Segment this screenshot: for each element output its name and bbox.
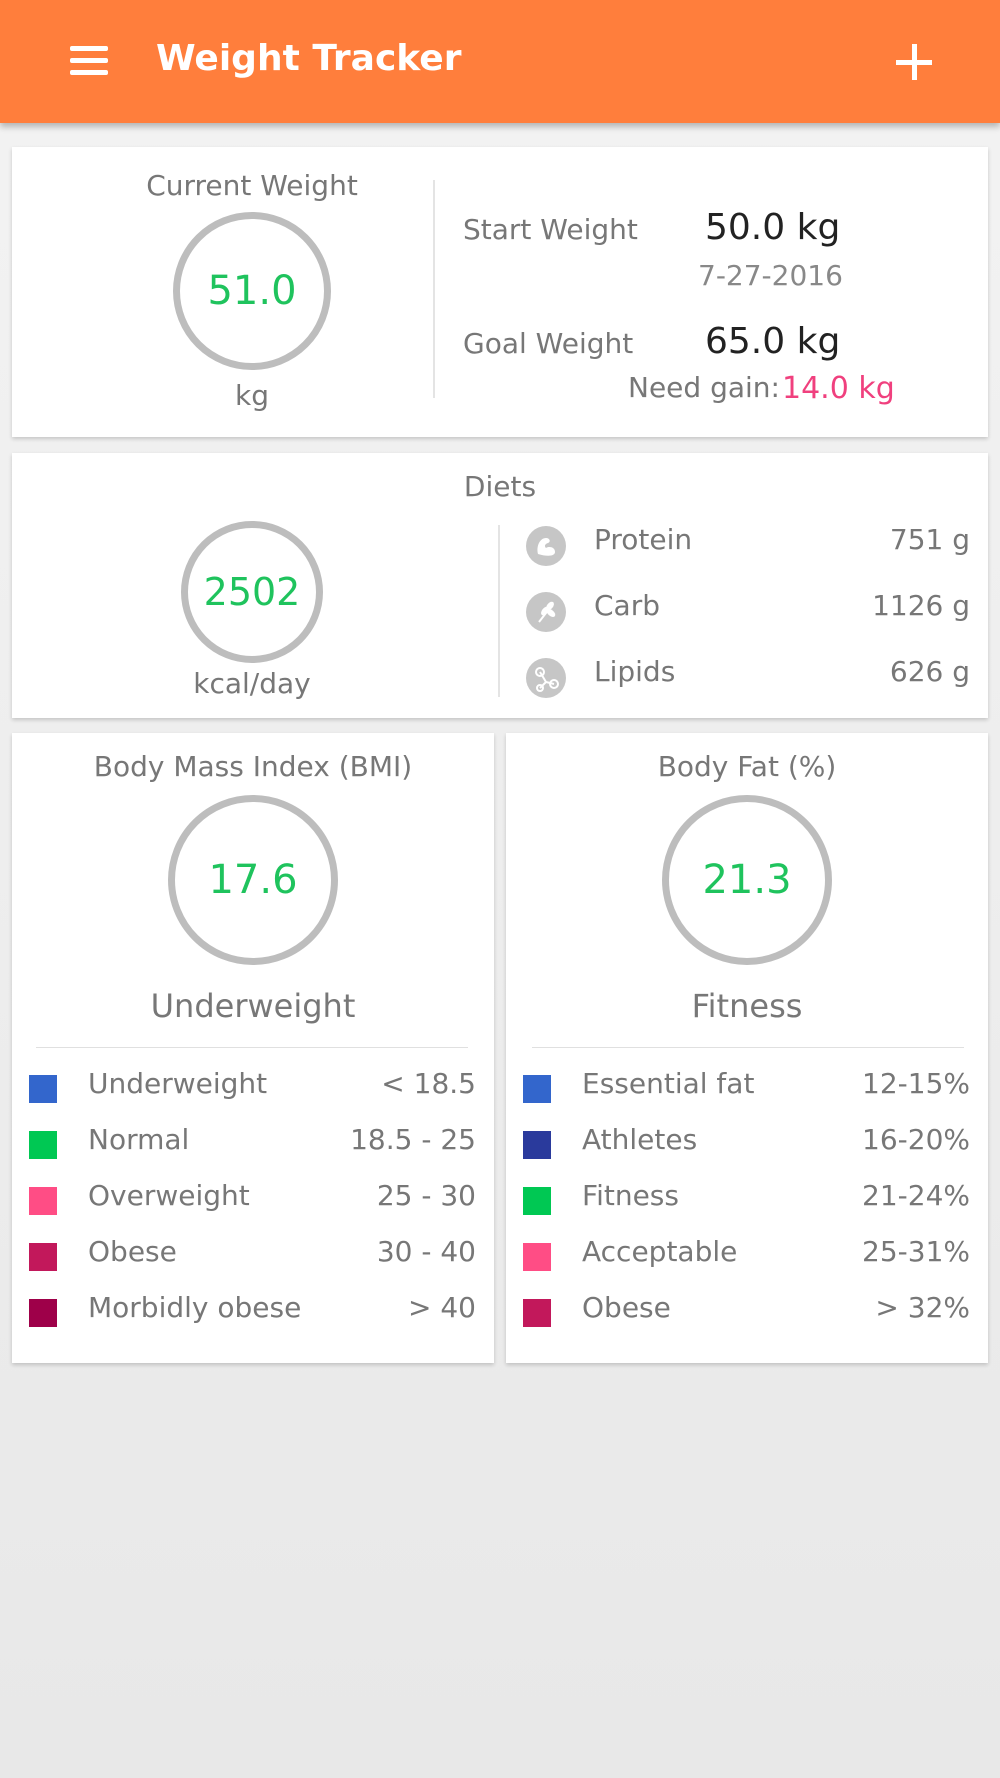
bmi-legend-swatch bbox=[29, 1131, 57, 1159]
protein-label: Protein bbox=[594, 523, 693, 556]
bmi-legend-range: > 40 bbox=[408, 1291, 476, 1324]
hamburger-menu-icon[interactable] bbox=[70, 46, 108, 76]
kcal-ring: 2502 bbox=[181, 521, 323, 663]
bmi-value: 17.6 bbox=[208, 857, 298, 903]
bmi-ring: 17.6 bbox=[168, 795, 338, 965]
body-fat-legend-range: 16-20% bbox=[862, 1123, 970, 1156]
weight-divider bbox=[433, 180, 435, 398]
bmi-legend-label: Normal bbox=[88, 1123, 190, 1156]
start-weight-date: 7-27-2016 bbox=[698, 259, 843, 292]
app-title: Weight Tracker bbox=[156, 38, 462, 79]
body-fat-legend-range: 25-31% bbox=[862, 1235, 970, 1268]
bmi-legend-swatch bbox=[29, 1243, 57, 1271]
diets-title: Diets bbox=[463, 470, 537, 503]
diets-card[interactable]: Diets 2502 kcal/day Protein 751 g Carb 1… bbox=[12, 453, 988, 718]
app-bar: Weight Tracker bbox=[0, 0, 1000, 123]
body-fat-legend-label: Essential fat bbox=[582, 1067, 755, 1100]
kcal-unit: kcal/day bbox=[193, 667, 311, 700]
bmi-legend-range: 30 - 40 bbox=[376, 1235, 476, 1268]
lipids-value: 626 g bbox=[889, 655, 970, 688]
body-fat-legend-label: Athletes bbox=[582, 1123, 698, 1156]
body-fat-legend-swatch bbox=[523, 1075, 551, 1103]
bmi-legend-range: < 18.5 bbox=[381, 1067, 476, 1100]
current-weight-label: Current Weight bbox=[146, 169, 358, 202]
bmi-legend-label: Morbidly obese bbox=[88, 1291, 302, 1324]
current-weight-ring: 51.0 bbox=[173, 212, 331, 370]
goal-weight-value: 65.0 kg bbox=[705, 321, 841, 362]
carb-label: Carb bbox=[594, 589, 660, 622]
body-fat-legend-range: 12-15% bbox=[862, 1067, 970, 1100]
current-weight-unit: kg bbox=[235, 379, 269, 412]
lipids-label: Lipids bbox=[594, 655, 676, 688]
molecule-icon bbox=[526, 658, 566, 698]
bmi-legend-range: 25 - 30 bbox=[376, 1179, 476, 1212]
carb-value: 1126 g bbox=[872, 589, 970, 622]
start-weight-label: Start Weight bbox=[463, 213, 638, 246]
body-fat-legend-swatch bbox=[523, 1131, 551, 1159]
bmi-legend-label: Overweight bbox=[88, 1179, 250, 1212]
body-fat-title: Body Fat (%) bbox=[657, 750, 837, 783]
current-weight-value: 51.0 bbox=[207, 268, 297, 314]
add-entry-button[interactable] bbox=[896, 44, 932, 80]
bmi-divider bbox=[36, 1047, 468, 1048]
body-fat-legend-label: Acceptable bbox=[582, 1235, 738, 1268]
start-weight-value: 50.0 kg bbox=[705, 207, 841, 248]
goal-weight-label: Goal Weight bbox=[463, 327, 634, 360]
bmi-legend-label: Underweight bbox=[88, 1067, 268, 1100]
body-fat-legend-range: 21-24% bbox=[862, 1179, 970, 1212]
body-fat-value: 21.3 bbox=[702, 857, 792, 903]
kcal-value: 2502 bbox=[203, 570, 301, 614]
body-fat-divider bbox=[532, 1047, 964, 1048]
body-fat-legend-range: > 32% bbox=[875, 1291, 970, 1324]
bmi-legend-label: Obese bbox=[88, 1235, 177, 1268]
bmi-legend-range: 18.5 - 25 bbox=[350, 1123, 476, 1156]
body-fat-legend-swatch bbox=[523, 1187, 551, 1215]
weight-card[interactable]: Current Weight 51.0 kg Start Weight 50.0… bbox=[12, 147, 988, 437]
body-fat-legend-swatch bbox=[523, 1243, 551, 1271]
body-fat-card[interactable]: Body Fat (%) 21.3 Fitness Essential fat … bbox=[506, 733, 988, 1363]
need-gain-label: Need gain: bbox=[628, 371, 780, 404]
body-fat-legend-swatch bbox=[523, 1299, 551, 1327]
bmi-status: Underweight bbox=[150, 987, 356, 1025]
diets-divider bbox=[498, 525, 500, 697]
muscle-icon bbox=[526, 526, 566, 566]
body-fat-legend-label: Obese bbox=[582, 1291, 671, 1324]
bmi-card[interactable]: Body Mass Index (BMI) 17.6 Underweight U… bbox=[12, 733, 494, 1363]
bmi-legend-swatch bbox=[29, 1075, 57, 1103]
bmi-legend-swatch bbox=[29, 1299, 57, 1327]
body-fat-ring: 21.3 bbox=[662, 795, 832, 965]
grain-icon bbox=[526, 592, 566, 632]
need-gain-value: 14.0 kg bbox=[782, 371, 895, 406]
body-fat-status: Fitness bbox=[691, 987, 803, 1025]
bmi-legend-swatch bbox=[29, 1187, 57, 1215]
bmi-title: Body Mass Index (BMI) bbox=[93, 750, 413, 783]
body-fat-legend-label: Fitness bbox=[582, 1179, 679, 1212]
protein-value: 751 g bbox=[889, 523, 970, 556]
